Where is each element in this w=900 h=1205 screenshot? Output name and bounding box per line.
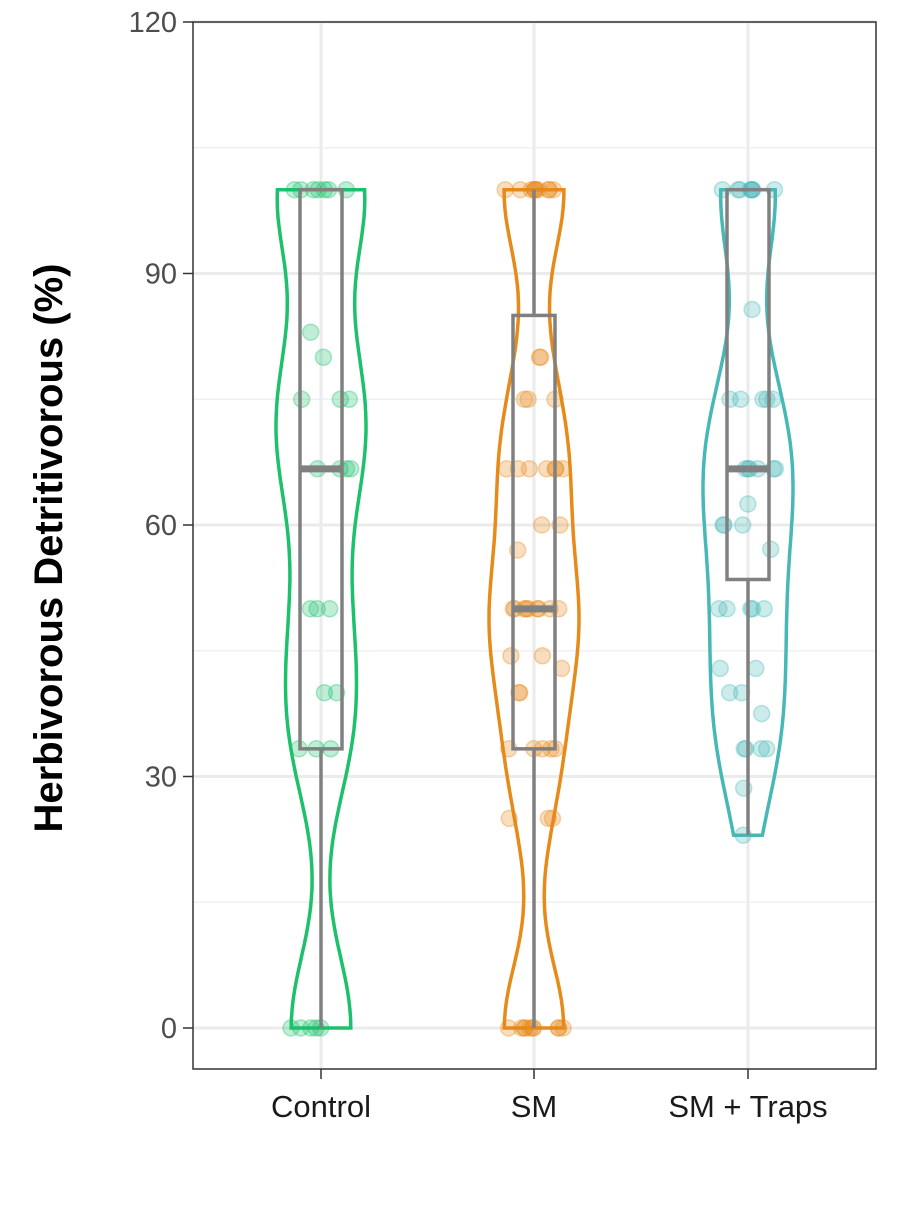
data-point <box>731 390 750 409</box>
data-point <box>502 647 520 665</box>
data-point <box>308 600 326 618</box>
data-point <box>301 323 320 341</box>
data-point <box>515 1019 534 1037</box>
data-point <box>315 683 334 702</box>
data-point <box>519 390 537 409</box>
y-tick-label: 90 <box>145 259 177 291</box>
data-point <box>302 1019 320 1037</box>
data-point <box>543 809 562 828</box>
y-tick-label: 120 <box>129 7 177 39</box>
data-point <box>539 180 558 199</box>
data-point <box>540 180 558 199</box>
axes: 0 30 60 90 120 Control SM SM + Traps <box>129 7 828 1124</box>
y-tick-label: 30 <box>145 762 177 794</box>
x-tick-label: SM <box>511 1089 558 1124</box>
violin-2 <box>701 187 795 837</box>
data-point <box>544 180 563 199</box>
data-point <box>718 600 736 618</box>
data-point <box>533 647 552 665</box>
data-point <box>752 704 771 723</box>
y-tick-label: 0 <box>161 1013 177 1045</box>
data-point <box>710 600 728 618</box>
violins <box>274 187 795 1030</box>
data-point <box>549 1019 568 1037</box>
data-point <box>520 460 539 478</box>
data-point <box>711 659 729 678</box>
data-point <box>496 180 514 199</box>
box-iqr <box>725 187 771 582</box>
data-point <box>530 348 549 367</box>
data-point <box>720 683 739 702</box>
data-point <box>531 348 550 367</box>
data-point <box>532 516 551 534</box>
data-point <box>733 516 752 534</box>
data-point <box>743 300 761 319</box>
data-point <box>554 1019 572 1037</box>
data-point <box>511 180 530 199</box>
data-point <box>721 390 739 409</box>
data-point <box>747 659 765 678</box>
y-tick-label: 60 <box>145 510 177 542</box>
data-point <box>754 390 772 409</box>
data-point <box>500 809 519 828</box>
data-point <box>301 600 320 618</box>
box-iqr <box>511 313 557 751</box>
violin-0 <box>274 187 368 1030</box>
violin-1 <box>487 187 581 1030</box>
data-point <box>752 740 771 758</box>
y-axis-title: Herbivorous Detritivorous (%) <box>27 264 71 833</box>
data-point <box>539 809 558 828</box>
data-point <box>314 348 333 367</box>
data-point <box>757 740 776 758</box>
data-point <box>755 600 773 618</box>
boxplots <box>298 187 771 1028</box>
data-point <box>549 1019 568 1037</box>
x-tick-label: Control <box>271 1089 371 1124</box>
data-point <box>291 1019 310 1037</box>
data-point <box>499 1019 518 1037</box>
data-point <box>515 390 534 409</box>
data-point <box>735 740 753 758</box>
data-point <box>320 600 339 618</box>
data-point <box>512 1019 531 1037</box>
data-point <box>282 1019 300 1037</box>
data-point <box>739 495 757 513</box>
data-point <box>510 683 528 702</box>
x-tick-label: SM + Traps <box>668 1089 827 1124</box>
